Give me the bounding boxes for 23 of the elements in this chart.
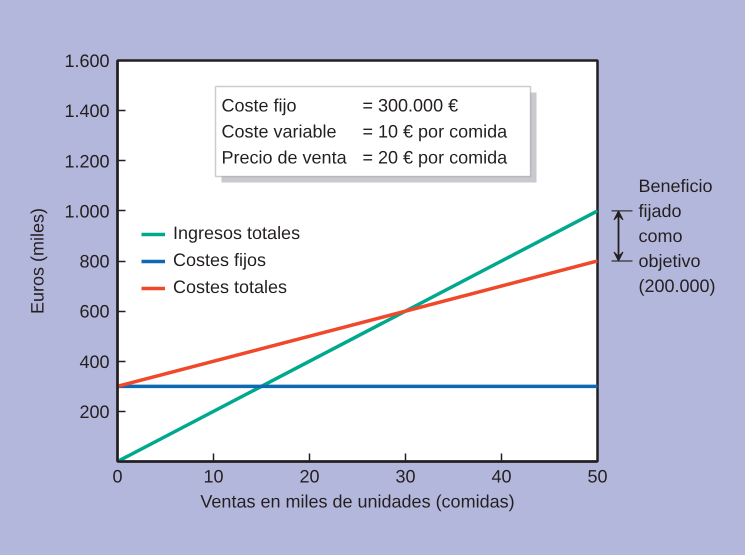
text: Beneficio fijado como objetivo (200.000) bbox=[638, 176, 716, 296]
x-tick-label: 20 bbox=[299, 466, 320, 486]
y-tick-label: 1.400 bbox=[64, 101, 110, 122]
x-tick-label: 0 bbox=[112, 466, 123, 486]
x-tick-label: 40 bbox=[491, 466, 512, 486]
y-tick-label: 600 bbox=[79, 302, 110, 322]
y-tick-label: 1.200 bbox=[64, 151, 110, 172]
y-tick-label: 800 bbox=[79, 252, 110, 272]
x-tick-label: 30 bbox=[395, 466, 416, 486]
legend-label: Costes totales bbox=[173, 276, 288, 298]
legend-label: Costes fijos bbox=[173, 250, 266, 272]
x-tick-label: 50 bbox=[587, 466, 608, 486]
legend-label: Ingresos totales bbox=[173, 222, 300, 244]
x-tick-label: 10 bbox=[203, 466, 224, 486]
annotation: Precio de venta = 20 € por comida bbox=[222, 148, 508, 168]
y-tick-label: 200 bbox=[79, 402, 110, 422]
y-tick-label: 400 bbox=[79, 352, 110, 372]
x-axis-title: Ventas en miles de unidades (comidas) bbox=[200, 492, 515, 512]
text: Coste fijo = 300.000 € bbox=[222, 96, 458, 116]
text: Coste variable = 10 € por comida bbox=[222, 122, 508, 142]
y-tick-label: 1.600 bbox=[64, 51, 110, 71]
y-axis-title: Euros (miles) bbox=[27, 208, 48, 314]
y-tick-label: 1.000 bbox=[64, 201, 110, 222]
